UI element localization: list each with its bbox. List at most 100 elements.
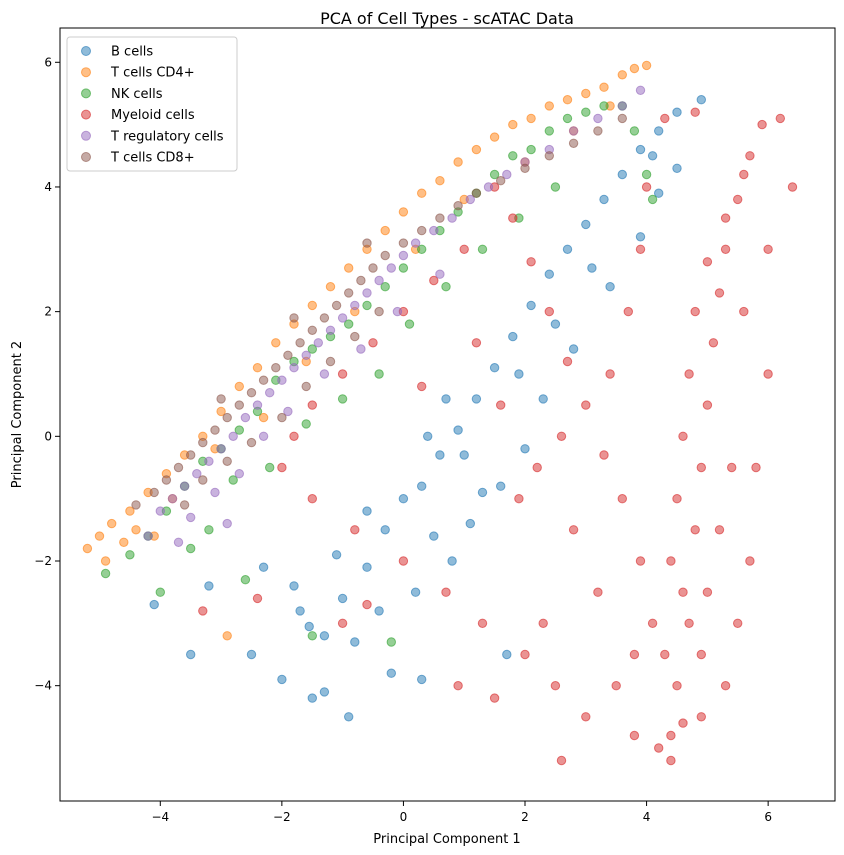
data-point	[684, 618, 694, 628]
data-point	[514, 494, 524, 504]
data-point	[538, 394, 548, 404]
data-point	[252, 363, 263, 373]
data-point	[714, 525, 725, 535]
data-point	[362, 506, 372, 516]
data-point	[258, 412, 269, 423]
data-point	[581, 400, 591, 410]
y-axis: −4 −2 0 2 4 6	[34, 55, 60, 693]
data-point	[362, 238, 372, 248]
data-point	[337, 593, 348, 604]
data-point	[186, 649, 196, 660]
data-point	[398, 263, 409, 273]
y-tick-label: 4	[44, 180, 52, 194]
data-point	[538, 618, 548, 628]
data-point	[404, 319, 415, 329]
data-point	[350, 300, 360, 311]
y-tick-label: 0	[44, 429, 52, 443]
data-point	[441, 587, 451, 597]
data-point	[654, 743, 664, 753]
data-point	[562, 356, 573, 367]
data-point	[216, 444, 226, 454]
data-point	[325, 282, 336, 292]
data-point	[733, 618, 743, 628]
data-point	[599, 82, 609, 92]
data-point	[246, 388, 257, 398]
data-point	[258, 562, 269, 572]
data-point	[337, 369, 348, 379]
data-point	[350, 525, 360, 535]
data-point	[304, 621, 314, 632]
data-point	[289, 581, 299, 591]
data-point	[453, 201, 463, 211]
data-point	[222, 412, 232, 423]
data-point	[623, 306, 633, 317]
data-point	[131, 525, 141, 535]
data-point	[532, 462, 542, 473]
data-point	[617, 169, 627, 180]
data-point	[641, 169, 652, 180]
data-point	[617, 70, 627, 80]
data-point	[720, 681, 731, 691]
data-point	[94, 531, 105, 541]
data-point	[374, 369, 384, 379]
data-point	[739, 169, 749, 180]
data-point	[435, 450, 445, 460]
data-point	[629, 649, 640, 660]
data-point	[240, 575, 251, 585]
data-point	[319, 631, 330, 641]
data-point	[265, 462, 275, 473]
data-point	[307, 400, 317, 410]
data-point	[647, 151, 658, 161]
data-point	[581, 712, 591, 722]
data-point	[526, 300, 536, 311]
data-point	[210, 425, 220, 435]
data-point	[672, 494, 682, 504]
data-point	[629, 63, 640, 74]
data-point	[344, 263, 354, 273]
data-point	[733, 194, 743, 205]
data-point	[331, 550, 342, 560]
legend-marker	[81, 88, 91, 99]
data-point	[258, 375, 269, 385]
data-point	[611, 681, 621, 691]
data-point	[198, 437, 208, 448]
data-point	[544, 101, 554, 111]
data-point	[581, 219, 591, 230]
data-point	[429, 275, 439, 286]
data-point	[647, 618, 658, 628]
data-point	[568, 525, 579, 535]
data-point	[562, 95, 573, 105]
data-point	[635, 144, 646, 155]
data-point	[380, 225, 390, 236]
data-point	[392, 306, 403, 317]
data-point	[398, 494, 409, 504]
data-point	[186, 512, 196, 523]
data-point	[271, 363, 281, 373]
data-point	[417, 381, 427, 392]
data-point	[629, 730, 640, 741]
data-point	[581, 88, 591, 99]
data-point	[739, 306, 749, 317]
data-point	[252, 400, 263, 410]
data-point	[599, 194, 609, 205]
legend-marker	[81, 46, 91, 56]
data-point	[161, 475, 172, 485]
data-point	[453, 681, 463, 691]
data-point	[435, 269, 445, 279]
data-point	[82, 543, 93, 554]
data-point	[277, 412, 287, 423]
data-point	[198, 475, 208, 485]
data-point	[544, 151, 554, 161]
data-point	[417, 481, 427, 491]
data-point	[447, 556, 457, 566]
data-point	[362, 300, 372, 311]
data-point	[787, 182, 798, 192]
data-point	[246, 437, 257, 448]
data-point	[660, 113, 670, 124]
data-point	[745, 556, 755, 566]
data-point	[477, 487, 488, 498]
data-point	[496, 176, 506, 186]
data-point	[568, 344, 579, 354]
data-point	[489, 693, 500, 703]
